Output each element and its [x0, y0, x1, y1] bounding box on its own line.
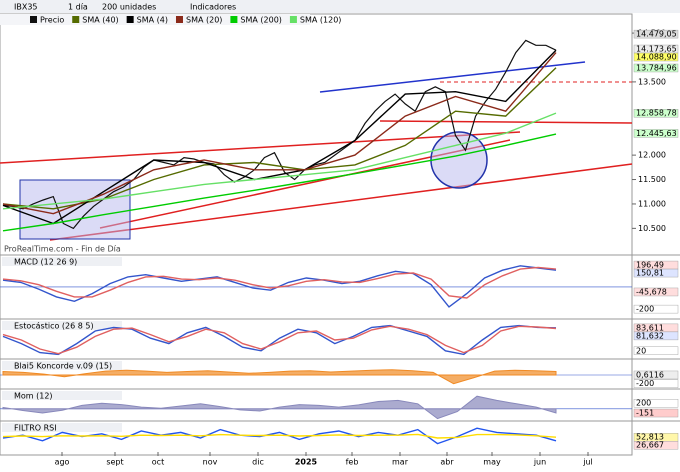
legend-swatch [30, 16, 37, 23]
price-tag [633, 346, 679, 355]
line [2, 67, 557, 210]
panel-label-bg [2, 321, 122, 330]
panel-title: Estocástico (26 8 5) [14, 322, 94, 331]
legend-swatch [175, 16, 183, 23]
line [2, 133, 557, 232]
y-tick-label: 10.500 [638, 224, 666, 233]
panel-title: Blai5 Koncorde v.09 (15) [14, 362, 112, 371]
price-tag-label: 0,6116 [636, 370, 664, 379]
legend-swatch [72, 16, 80, 23]
y-tick-label: 11.000 [638, 199, 666, 208]
level-line [379, 120, 633, 124]
x-tick-label: jun [533, 458, 546, 467]
legend-entry: SMA (200) [240, 16, 282, 25]
frame [0, 13, 633, 456]
price-tag-label: -45,678 [636, 287, 667, 296]
y-tick-label: 12.000 [638, 151, 666, 160]
legend-swatch [289, 16, 297, 23]
toolbar [0, 0, 680, 13]
price-tag [633, 129, 679, 138]
trend-line [319, 61, 586, 93]
area [2, 369, 557, 385]
y-tick-label: 13.500 [638, 77, 666, 86]
price-tag [633, 268, 679, 278]
period[interactable]: 1 día [68, 3, 88, 12]
line [2, 39, 557, 230]
legend-swatch [126, 16, 134, 23]
panel-label-bg [2, 423, 122, 432]
x-tick-label: dic [252, 458, 264, 467]
legend-entry: SMA (40) [82, 16, 118, 25]
x-tick-label: oct [152, 458, 164, 467]
panel-title: Mom (12) [14, 392, 53, 401]
line [2, 52, 557, 215]
x-tick-label: may [483, 458, 501, 467]
price-tag [633, 52, 679, 62]
price-tag [633, 63, 679, 73]
price-tag [633, 109, 679, 118]
price-tag [633, 408, 679, 418]
legend-swatch [230, 16, 238, 23]
price-tag [633, 304, 679, 314]
x-tick-label: sept [106, 458, 123, 467]
price-tag-label: 14.479,05 [636, 30, 677, 39]
x-tick-label: mar [392, 458, 409, 467]
price-tag-label: -200 [636, 305, 654, 314]
x-tick-label: nov [203, 458, 218, 467]
price-tag [633, 379, 679, 388]
price-tag-label: 200 [636, 399, 651, 408]
legend-entry: SMA (20) [186, 16, 222, 25]
panel-title: FILTRO RSI [14, 424, 57, 433]
line [2, 266, 557, 299]
legend-bg [0, 14, 310, 25]
price-tag-label: 81,632 [636, 331, 664, 340]
panel-label-bg [2, 361, 122, 370]
price-tag-label: 150,81 [636, 269, 664, 278]
price-tag-label: -200 [636, 379, 654, 388]
trend-line [49, 163, 633, 241]
line [2, 324, 557, 356]
panel-label-bg [2, 391, 122, 400]
price-tag-label: 83,611 [636, 323, 664, 332]
line [2, 433, 557, 439]
price-tag-label: -151 [636, 409, 654, 418]
price-tag [633, 29, 679, 39]
panel-title: MACD (12 26 9) [14, 258, 77, 267]
x-tick-label: 2025 [295, 458, 318, 467]
line [2, 112, 557, 210]
legend-entry: SMA (120) [300, 16, 342, 25]
x-tick-label: ago [55, 458, 70, 467]
units[interactable]: 200 unidades [102, 3, 156, 12]
x-tick-label: abr [440, 458, 454, 467]
indicators[interactable]: Indicadores [190, 3, 236, 12]
price-tag-label: 26,667 [636, 441, 664, 450]
symbol[interactable]: IBX35 [14, 3, 38, 12]
trend-line [0, 131, 521, 164]
price-tag [633, 287, 679, 297]
price-tag [633, 441, 679, 450]
price-tag-label: 14.088,90 [636, 53, 677, 62]
panel-label-bg [2, 257, 122, 266]
price-tag-label: 196,49 [636, 261, 664, 270]
line [2, 325, 557, 355]
price-tag-label: 12.445,63 [636, 129, 677, 138]
price-tag-label: 20 [636, 346, 646, 355]
watermark: ProRealTime.com - Fin de Día [4, 245, 121, 254]
price-tag-label: 13.784,96 [636, 63, 677, 72]
price-tag [633, 331, 679, 341]
x-tick-label: feb [346, 458, 359, 467]
price-tag-label: 52,813 [636, 433, 664, 442]
legend-entry: SMA (4) [137, 16, 168, 25]
area [2, 395, 557, 420]
price-tag [633, 370, 679, 380]
line [2, 427, 557, 445]
legend-entry: Precio [40, 16, 64, 25]
x-tick-label: jul [582, 458, 593, 467]
price-tag [633, 399, 679, 408]
y-tick-label: 11.500 [638, 175, 666, 184]
price-tag-label: 14.173,65 [636, 45, 677, 54]
price-tag-label: 12.858,78 [636, 109, 677, 118]
